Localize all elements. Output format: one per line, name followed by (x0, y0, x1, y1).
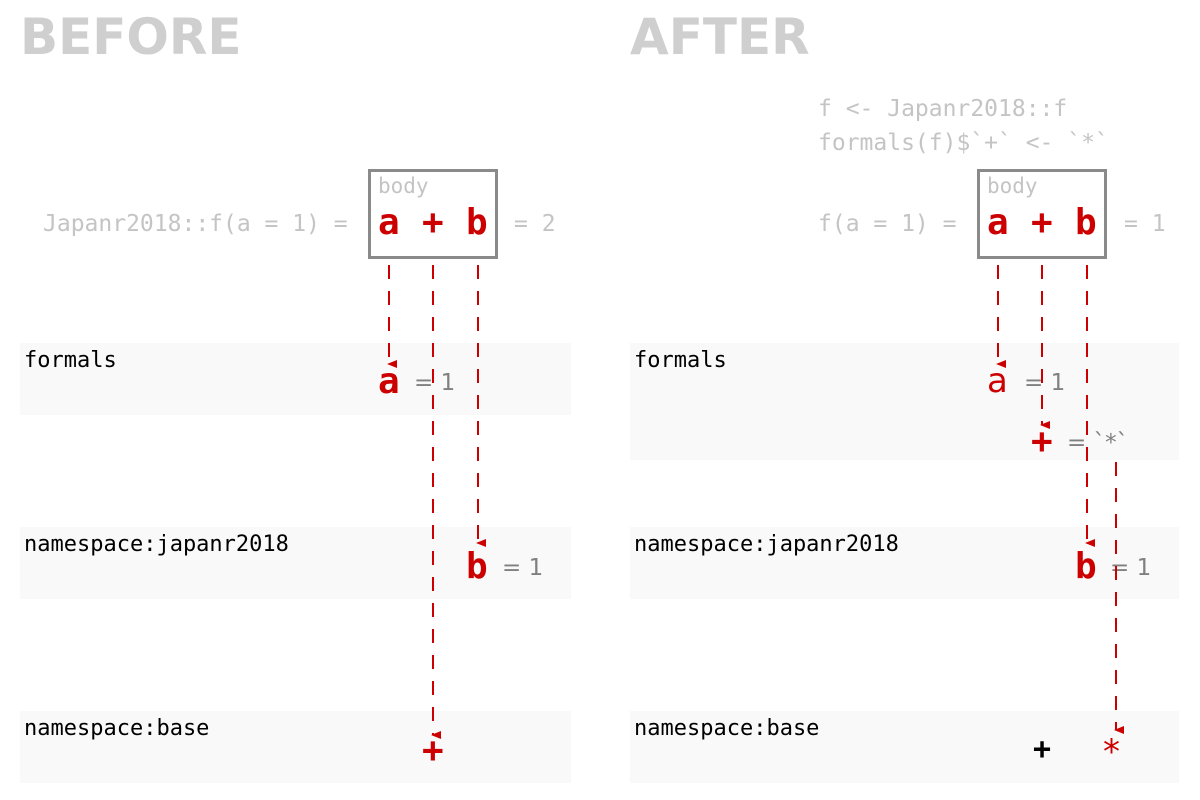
before-formals-band (20, 343, 571, 415)
after-call-right: = 1 (1124, 211, 1166, 237)
before-formals-symbol-a: a (378, 361, 400, 402)
after-formals-value-plus: = `*` (1067, 430, 1129, 456)
before-heading: BEFORE (20, 8, 242, 66)
before-body-box (368, 169, 498, 259)
after-base-symbol-star: * (1103, 732, 1120, 772)
before-body-symbol-plus: + (422, 202, 444, 243)
after-formals-label: formals (634, 348, 727, 373)
before-base-symbol-plus: + (422, 730, 444, 771)
before-base-label: namespace:base (24, 716, 210, 741)
after-japanr2018-symbol-b: b (1075, 546, 1097, 587)
before-formals-value: = 1 (414, 370, 456, 396)
after-japanr2018-label: namespace:japanr2018 (634, 532, 899, 557)
before-japanr2018-value: = 1 (502, 555, 544, 581)
before-formals-label: formals (24, 348, 117, 373)
after-body-symbol-b: b (1075, 202, 1097, 243)
after-base-symbol-plus: + (1033, 732, 1052, 767)
after-code-line-2: formals(f)$`+` <- `*` (818, 130, 1109, 156)
after-code-line-1: f <- Japanr2018::f (818, 96, 1068, 122)
after-japanr2018-value: = 1 (1110, 555, 1152, 581)
before-base-band (20, 711, 571, 783)
after-body-box (977, 169, 1107, 259)
after-base-label: namespace:base (634, 716, 820, 741)
before-call-left: Japanr2018::f(a = 1) = (43, 211, 348, 237)
before-japanr2018-symbol-b: b (466, 546, 488, 587)
before-japanr2018-label: namespace:japanr2018 (24, 532, 289, 557)
after-formals-symbol-plus: + (1031, 421, 1053, 462)
before-body-symbol-a: a (378, 202, 400, 243)
before-call-right: = 2 (514, 211, 556, 237)
after-heading: AFTER (630, 8, 810, 66)
after-body-label: body (987, 174, 1038, 198)
after-base-band (630, 711, 1179, 783)
after-body-symbol-a: a (987, 202, 1009, 243)
after-formals-symbol-a: a (987, 361, 1008, 401)
after-body-symbol-plus: + (1031, 202, 1053, 243)
before-body-symbol-b: b (466, 202, 488, 243)
after-call-left: f(a = 1) = (818, 211, 957, 237)
after-formals-value-a: = 1 (1024, 370, 1066, 396)
before-body-label: body (378, 174, 429, 198)
